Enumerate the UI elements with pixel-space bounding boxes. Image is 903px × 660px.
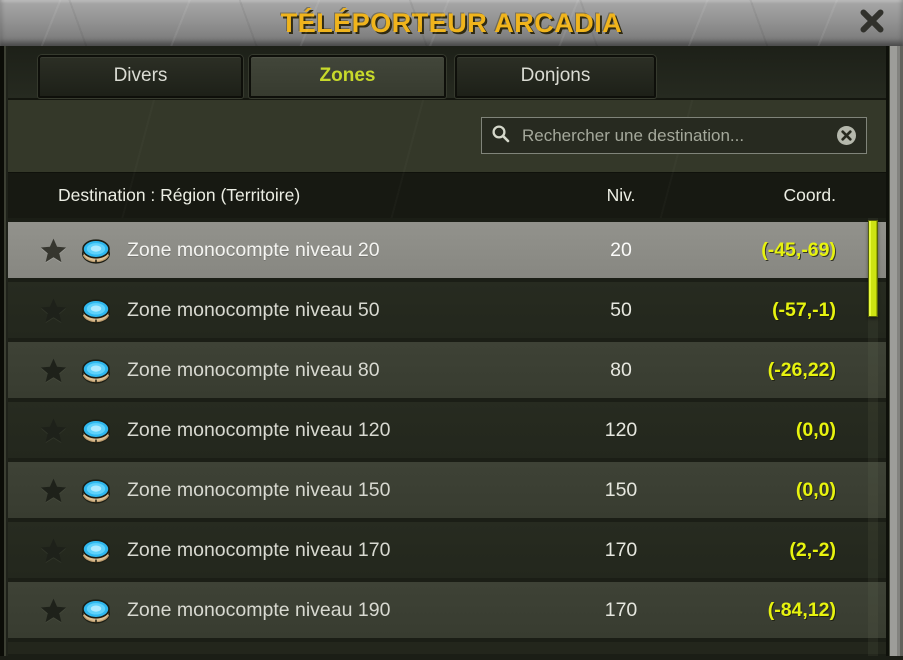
zone-row[interactable]: Zone monocompte niveau 190 170 (-84,12) <box>8 582 886 638</box>
zone-name: Zone monocompte niveau 120 <box>127 418 391 441</box>
favorite-star-icon[interactable] <box>40 417 67 444</box>
zaap-orb-icon <box>81 357 111 384</box>
zone-list: Zone monocompte niveau 20 20 (-45,-69) Z… <box>8 222 886 638</box>
zone-row[interactable]: Zone monocompte niveau 150 150 (0,0) <box>8 462 886 518</box>
zone-list-container: Zone monocompte niveau 20 20 (-45,-69) Z… <box>8 218 886 660</box>
search-box[interactable] <box>481 117 867 154</box>
window-frame-right <box>886 46 903 656</box>
zone-name: Zone monocompte niveau 20 <box>127 238 380 261</box>
zone-coord: (-45,-69) <box>761 238 836 261</box>
zaap-orb-icon <box>81 417 111 444</box>
header-level: Niv. <box>606 185 636 205</box>
zone-name: Zone monocompte niveau 80 <box>127 358 380 381</box>
search-input[interactable] <box>520 124 835 147</box>
zone-row-partial <box>8 642 886 654</box>
zone-level: 170 <box>604 538 638 561</box>
zone-level: 170 <box>604 598 638 621</box>
tab-divers[interactable]: Divers <box>38 55 243 98</box>
zone-coord: (0,0) <box>795 418 836 441</box>
zone-coord: (0,0) <box>795 478 836 501</box>
zone-name: Zone monocompte niveau 190 <box>127 598 391 621</box>
zaap-orb-icon <box>81 537 111 564</box>
zone-coord: (-57,-1) <box>772 298 836 321</box>
zone-row[interactable]: Zone monocompte niveau 170 170 (2,-2) <box>8 522 886 578</box>
window-title: TÉLÉPORTEUR ARCADIA <box>280 8 623 38</box>
window-frame-left <box>0 46 8 656</box>
zone-coord: (-84,12) <box>767 598 836 621</box>
tab-zones[interactable]: Zones <box>249 55 446 98</box>
favorite-star-icon[interactable] <box>40 237 67 264</box>
zone-level: 150 <box>604 478 638 501</box>
title-bar: TÉLÉPORTEUR ARCADIA <box>0 0 903 46</box>
zaap-orb-icon <box>81 297 111 324</box>
zone-level: 20 <box>610 238 632 261</box>
zone-row[interactable]: Zone monocompte niveau 120 120 (0,0) <box>8 402 886 458</box>
zone-name: Zone monocompte niveau 50 <box>127 298 380 321</box>
search-area <box>8 100 886 172</box>
search-icon <box>491 124 510 148</box>
zone-level: 80 <box>610 358 632 381</box>
zone-coord: (-26,22) <box>767 358 836 381</box>
close-icon <box>858 7 886 40</box>
zone-name: Zone monocompte niveau 150 <box>127 478 391 501</box>
header-destination: Destination : Région (Territoire) <box>58 185 301 205</box>
zone-row[interactable]: Zone monocompte niveau 20 20 (-45,-69) <box>8 222 886 278</box>
favorite-star-icon[interactable] <box>40 597 67 624</box>
tab-strip: Divers Zones Donjons <box>8 46 886 100</box>
zone-level: 120 <box>604 418 638 441</box>
zone-level: 50 <box>610 298 632 321</box>
zone-row[interactable]: Zone monocompte niveau 80 80 (-26,22) <box>8 342 886 398</box>
favorite-star-icon[interactable] <box>40 297 67 324</box>
scrollbar-track[interactable] <box>868 218 878 656</box>
tab-donjons[interactable]: Donjons <box>455 55 656 98</box>
zone-name: Zone monocompte niveau 170 <box>127 538 391 561</box>
close-button[interactable] <box>855 6 889 40</box>
zone-coord: (2,-2) <box>789 538 836 561</box>
zaap-orb-icon <box>81 477 111 504</box>
table-header: Destination : Région (Territoire) Niv. C… <box>8 172 886 218</box>
clear-search-icon[interactable] <box>835 125 857 147</box>
window-body: Destination : Région (Territoire) Niv. C… <box>8 100 886 660</box>
header-coord: Coord. <box>783 185 836 205</box>
favorite-star-icon[interactable] <box>40 357 67 384</box>
zone-row[interactable]: Zone monocompte niveau 50 50 (-57,-1) <box>8 282 886 338</box>
zaap-orb-icon <box>81 597 111 624</box>
favorite-star-icon[interactable] <box>40 477 67 504</box>
zaap-orb-icon <box>81 237 111 264</box>
scrollbar-thumb[interactable] <box>868 220 878 317</box>
favorite-star-icon[interactable] <box>40 537 67 564</box>
